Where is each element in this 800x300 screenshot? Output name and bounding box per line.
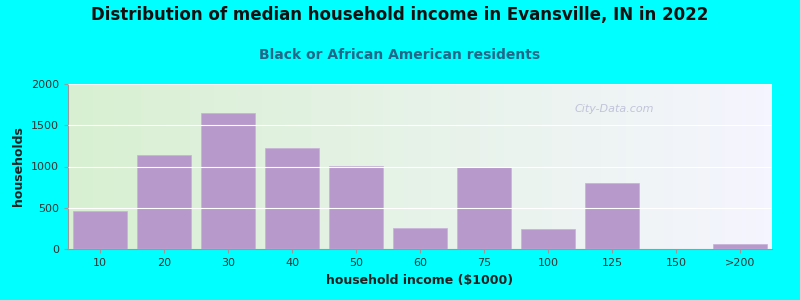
Text: Distribution of median household income in Evansville, IN in 2022: Distribution of median household income … [91,6,709,24]
Bar [713,244,767,249]
Text: Black or African American residents: Black or African American residents [259,48,541,62]
Bar [393,228,447,249]
Bar [201,113,255,249]
Bar [137,155,191,249]
X-axis label: household income ($1000): household income ($1000) [326,274,514,286]
Bar [585,183,639,249]
Y-axis label: households: households [12,127,26,206]
Text: City-Data.com: City-Data.com [575,104,654,114]
Bar [329,166,383,249]
Bar [265,148,319,249]
Bar [457,167,511,249]
Bar [521,229,575,249]
Bar [73,211,127,249]
